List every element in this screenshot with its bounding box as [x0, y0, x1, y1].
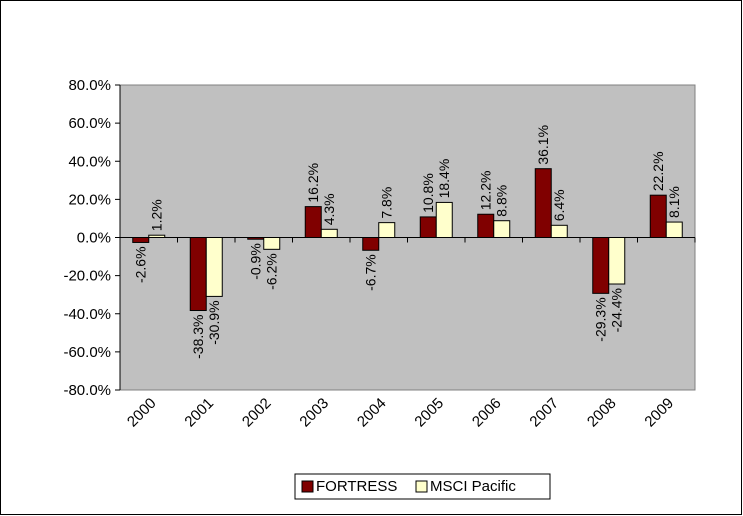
- legend-swatch-msci-pacific: [415, 480, 428, 493]
- data-label-fortress: 22.2%: [650, 151, 666, 191]
- data-label-fortress: 12.2%: [478, 171, 494, 211]
- data-label-msci-pacific: 4.3%: [321, 193, 337, 225]
- bar-fortress: [534, 168, 552, 238]
- bar-fortress: [132, 237, 150, 243]
- data-label-msci-pacific: 18.4%: [436, 159, 452, 199]
- data-label-msci-pacific: 8.8%: [494, 185, 510, 217]
- data-label-fortress: 10.8%: [420, 173, 436, 213]
- y-axis: 80.0% 60.0% 40.0% 20.0% 0.0% -20.0% -40.0% -60.…: [63, 77, 121, 399]
- bar-fortress: [592, 237, 610, 294]
- data-label-fortress: -29.3%: [593, 297, 609, 341]
- legend-label-msci-pacific: MSCI Pacific: [430, 478, 516, 495]
- data-label-msci-pacific: 8.1%: [666, 186, 682, 218]
- y-tick-label: 40.0%: [68, 153, 111, 170]
- y-tick-label: 60.0%: [68, 115, 111, 132]
- bar-msci-pacific: [665, 221, 683, 238]
- data-label-msci-pacific: -30.9%: [206, 300, 222, 344]
- bars: [132, 168, 683, 312]
- legend: FORTRESS MSCI Pacific: [294, 473, 551, 500]
- y-tick-label: 20.0%: [68, 191, 111, 208]
- bar-fortress: [477, 213, 495, 238]
- data-label-msci-pacific: -6.2%: [264, 253, 280, 290]
- data-label-msci-pacific: 1.2%: [149, 199, 165, 231]
- bar-msci-pacific: [493, 220, 511, 239]
- data-label-fortress: -2.6%: [133, 246, 149, 283]
- bar-fortress: [247, 237, 265, 240]
- bar-msci-pacific: [205, 237, 223, 297]
- bar-msci-pacific: [320, 228, 338, 239]
- y-tick-label: -80.0%: [63, 382, 111, 399]
- data-label-fortress: 16.2%: [305, 163, 321, 203]
- bar-fortress: [304, 206, 322, 238]
- bar-msci-pacific: [608, 237, 626, 285]
- y-tick-label: -20.0%: [63, 268, 111, 285]
- data-label-msci-pacific: 6.4%: [551, 189, 567, 221]
- bar-msci-pacific: [148, 234, 166, 238]
- data-label-msci-pacific: -24.4%: [609, 288, 625, 332]
- data-label-fortress: -0.9%: [248, 243, 264, 280]
- bar-msci-pacific: [378, 222, 396, 239]
- bar-labels: -2.6% -38.3% -0.9% 16.2% -6.7% 10.8% 12.2% 36.1…: [133, 125, 683, 359]
- bar-msci-pacific: [550, 224, 568, 239]
- legend-swatch-fortress: [301, 480, 314, 493]
- data-label-msci-pacific: 7.8%: [379, 187, 395, 219]
- y-tick-label: 80.0%: [68, 77, 111, 94]
- data-label-fortress: -6.7%: [363, 254, 379, 291]
- y-tick-label: 0.0%: [77, 230, 111, 247]
- bar-fortress: [419, 216, 437, 239]
- data-label-fortress: 36.1%: [535, 125, 551, 165]
- bar-fortress: [362, 237, 380, 251]
- legend-label-fortress: FORTRESS: [316, 478, 397, 495]
- bar-msci-pacific: [435, 201, 453, 239]
- y-tick-label: -60.0%: [63, 344, 111, 361]
- y-tick-label: -40.0%: [63, 306, 111, 323]
- bar-fortress: [649, 194, 667, 238]
- bar-fortress: [189, 237, 207, 312]
- bar-msci-pacific: [263, 237, 281, 250]
- data-label-fortress: -38.3%: [190, 315, 206, 359]
